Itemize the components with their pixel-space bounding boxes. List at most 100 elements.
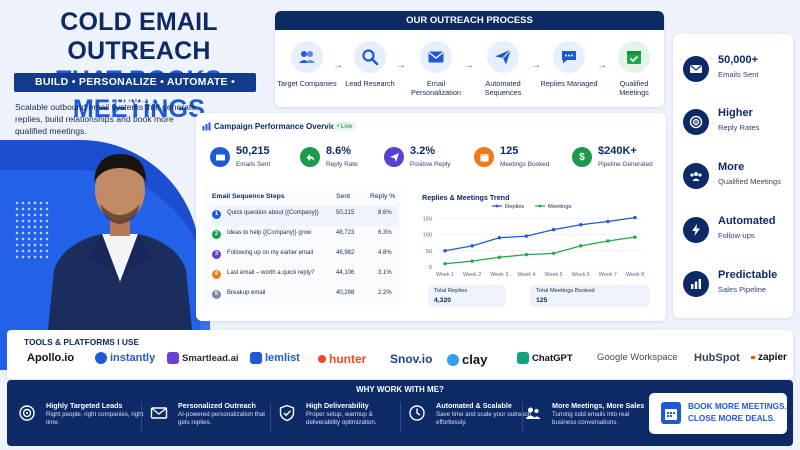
arrow-right-icon: →: [531, 60, 541, 71]
tool-name: instantly: [110, 352, 156, 364]
y-tick-label: 0: [429, 265, 432, 271]
trend-title: Replies & Meetings Trend: [422, 193, 510, 202]
trend-chart: 0 50 100 150 Week 1 Week 2 Week 3 Week 4 Week 5 W…: [423, 204, 644, 278]
data-point: [606, 219, 610, 224]
group-icon: [683, 163, 709, 189]
data-point: [579, 223, 583, 227]
table-row[interactable]: 4 Last email – worth a quick reply? 44,1…: [212, 266, 398, 286]
why-item-personalized-outreach: Personalized Outreach AI-powered persona…: [149, 400, 273, 440]
table-row[interactable]: 1 Quick question about {{Company}} 50,21…: [212, 206, 398, 226]
step-number: 5: [212, 290, 221, 299]
arrow-right-icon: →: [333, 60, 343, 71]
dot-pattern: [14, 200, 50, 260]
sequence-col-sent: Sent: [336, 193, 350, 200]
process-step-label: Target Companies: [277, 79, 337, 88]
campaign-overview-card: Campaign Performance Overview • Live 50,…: [196, 113, 666, 321]
step-subject: Following up on my earlier email: [227, 250, 314, 256]
hero-subtitle: Scalable outbound email systems that gen…: [15, 102, 197, 136]
data-point: [579, 244, 583, 248]
y-tick-label: 50: [426, 249, 432, 255]
sequence-title: Email Sequence Steps: [212, 193, 285, 200]
tool-apollo: Apollo.io: [27, 352, 74, 364]
tool-clay: clay: [447, 352, 487, 367]
data-point: [470, 259, 474, 263]
kpi-value: 50,215: [236, 145, 270, 157]
kpi-reply-rate: 8.6% Reply Rate: [300, 144, 384, 174]
people-icon: [523, 403, 543, 423]
why-desc: Proper setup, warmup & deliverability op…: [306, 411, 377, 426]
data-point: [443, 262, 447, 266]
divider: [141, 402, 142, 432]
why-desc: AI-powered personalization that gets rep…: [178, 411, 266, 426]
series-line-meetings: [444, 236, 636, 265]
table-row[interactable]: 5 Breakup email 40,298 2.2%: [212, 286, 398, 306]
live-badge: • Live: [333, 122, 357, 131]
step-sent: 40,298: [336, 290, 355, 296]
step-number: 4: [212, 270, 221, 279]
instantly-logo-icon: [95, 352, 107, 364]
data-point: [470, 244, 474, 248]
highlight-value: Higher: [718, 107, 753, 119]
tool-name: hunter: [329, 352, 367, 366]
process-step-label: Qualified Meetings: [619, 79, 649, 97]
table-row[interactable]: 2 Ideas to help {{Company}} grow 48,723 …: [212, 226, 398, 246]
cta-line2: CLOSE MORE DEALS.: [688, 414, 776, 423]
step-subject: Breakup email: [227, 290, 266, 296]
zapier-logo-icon: [751, 356, 755, 359]
outreach-process-card: OUR OUTREACH PROCESS Target Companies → …: [275, 11, 664, 107]
step-number: 1: [212, 210, 221, 219]
highlight-label: Emails Sent: [718, 70, 759, 79]
process-step-lead-research: Lead Research: [340, 41, 400, 88]
highlight-value: 50,000+: [718, 54, 759, 66]
chatgpt-logo-icon: [517, 352, 529, 364]
kpi-label: Pipeline Generated: [598, 161, 653, 168]
tools-title: TOOLS & PLATFORMS I USE: [24, 337, 140, 347]
divider: [400, 402, 401, 432]
kpi-value: 8.6%: [326, 145, 352, 157]
envelope-icon: [149, 403, 169, 423]
x-tick-label: Week 2: [463, 272, 481, 278]
arrow-right-icon: →: [464, 60, 474, 71]
tool-hubspot: HubSpot: [694, 352, 740, 364]
tool-name: clay: [462, 352, 488, 367]
legend-label: Replies: [505, 204, 524, 210]
legend-label: Meetings: [548, 204, 572, 210]
data-point: [497, 255, 501, 259]
step-reply: 6.3%: [378, 230, 392, 236]
process-step-label: Automated Sequences: [484, 79, 522, 97]
divider: [522, 402, 523, 432]
hunter-logo-icon: [318, 355, 326, 363]
why-work-with-me-bar: WHY WORK WITH ME? Highly Targeted Leads …: [7, 380, 793, 446]
process-step-qualified-meetings: Qualified Meetings: [604, 41, 664, 97]
process-step-target-companies: Target Companies: [277, 41, 337, 88]
tools-bar: TOOLS & PLATFORMS I USE Apollo.io instan…: [7, 330, 793, 379]
highlight-value: Automated: [718, 215, 776, 227]
book-meetings-cta[interactable]: BOOK MORE MEETINGS. CLOSE MORE DEALS.: [649, 393, 787, 434]
step-subject: Quick question about {{Company}}: [227, 210, 319, 216]
y-tick-label: 100: [423, 233, 432, 239]
calendar-icon: [474, 147, 494, 167]
x-tick-label: Week 3: [490, 272, 508, 278]
kpi-label: Emails Sent: [236, 161, 271, 168]
total-meetings-value: 125: [536, 297, 548, 304]
bolt-icon: [683, 217, 709, 243]
y-tick-label: 150: [423, 216, 432, 222]
table-row[interactable]: 3 Following up on my earlier email 46,98…: [212, 246, 398, 266]
hero-tagline: BUILD • PERSONALIZE • AUTOMATE • CONVERT: [14, 73, 256, 107]
data-point: [524, 234, 529, 238]
x-tick-label: Week 7: [599, 272, 617, 278]
tool-name: Google Workspace: [597, 352, 678, 363]
highlight-follow-ups: Automated Follow-ups: [683, 213, 791, 253]
highlight-value: Predictable: [718, 269, 778, 281]
bar-chart-icon: [683, 271, 709, 297]
tool-google-workspace: Google Workspace: [597, 352, 678, 363]
target-icon: [683, 109, 709, 135]
why-item-high-deliverability: High Deliverability Proper setup, warmup…: [277, 400, 401, 440]
calendar-check-icon: [618, 41, 650, 73]
hero-title-line1: COLD EMAIL OUTREACH: [60, 8, 218, 65]
data-point: [633, 235, 637, 239]
tool-smartlead: Smartlead.ai: [167, 352, 239, 364]
arrow-right-icon: →: [396, 60, 406, 71]
step-sent: 44,106: [336, 270, 355, 276]
tool-snov: Snov.io: [390, 352, 432, 366]
